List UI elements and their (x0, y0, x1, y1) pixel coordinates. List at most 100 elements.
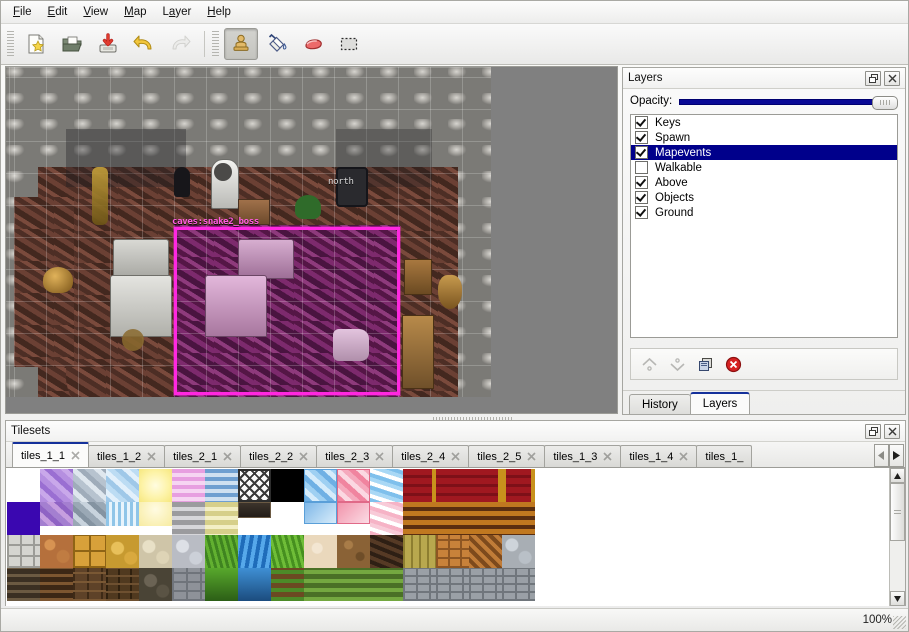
tileset-tab-tiles_2_3[interactable]: tiles_2_3 (316, 445, 394, 467)
close-icon[interactable] (147, 452, 156, 461)
tileset-tile[interactable] (172, 568, 205, 601)
tileset-tile[interactable] (370, 568, 403, 601)
tileset-tab-tiles_2_2[interactable]: tiles_2_2 (240, 445, 318, 467)
scrollbar-thumb[interactable] (890, 483, 905, 541)
open-map-button[interactable] (55, 28, 89, 60)
tileset-tile[interactable] (139, 469, 172, 502)
opacity-slider-thumb[interactable] (872, 95, 898, 110)
fill-tool-button[interactable] (260, 28, 294, 60)
tileset-tile[interactable] (370, 502, 403, 535)
tileset-vertical-scrollbar[interactable] (889, 468, 905, 606)
tileset-tile[interactable] (436, 535, 469, 568)
move-layer-down-button[interactable] (665, 353, 689, 375)
layer-visibility-checkbox[interactable] (635, 161, 648, 174)
layer-row-mapevents[interactable]: Mapevents (631, 145, 897, 160)
menu-help[interactable]: Help (207, 6, 231, 18)
tileset-tile[interactable] (502, 469, 535, 502)
tileset-tile-grid-area[interactable] (6, 468, 905, 606)
tileset-tile[interactable] (370, 535, 403, 568)
tileset-tile[interactable] (304, 535, 337, 568)
layer-row-above[interactable]: Above (631, 175, 897, 190)
tileset-tab-tiles_1_1[interactable]: tiles_1_1 (12, 442, 90, 467)
map-selection-rectangle[interactable] (174, 227, 400, 395)
tileset-tile[interactable] (205, 568, 238, 601)
layer-visibility-checkbox[interactable] (635, 176, 648, 189)
layer-row-keys[interactable]: Keys (631, 115, 897, 130)
layers-undock-button[interactable] (865, 70, 881, 86)
tileset-tile[interactable] (436, 568, 469, 601)
tileset-tile[interactable] (436, 502, 469, 535)
close-icon[interactable] (223, 452, 232, 461)
tileset-tile[interactable] (502, 568, 535, 601)
tileset-tab-tiles_1_5[interactable]: tiles_1_ (696, 445, 753, 467)
tileset-tile[interactable] (337, 502, 370, 524)
close-icon[interactable] (299, 452, 308, 461)
tileset-tile[interactable] (106, 502, 139, 526)
tileset-tile[interactable] (40, 535, 73, 568)
close-icon[interactable] (603, 452, 612, 461)
tileset-tab-tiles_1_4[interactable]: tiles_1_4 (620, 445, 698, 467)
tileset-tab-tiles_2_4[interactable]: tiles_2_4 (392, 445, 470, 467)
move-layer-up-button[interactable] (637, 353, 661, 375)
tileset-tile[interactable] (40, 502, 73, 526)
close-icon[interactable] (527, 452, 536, 461)
tileset-tile[interactable] (337, 469, 370, 502)
tileset-tab-tiles_2_1[interactable]: tiles_2_1 (164, 445, 242, 467)
tool-group-drag-handle[interactable] (212, 31, 219, 57)
tileset-tile[interactable] (73, 568, 106, 601)
tileset-tile[interactable] (139, 502, 172, 526)
tileset-tabs-scroll-left-button[interactable] (874, 444, 889, 467)
tileset-tile[interactable] (271, 568, 304, 601)
layer-visibility-checkbox[interactable] (635, 116, 648, 129)
tab-layers[interactable]: Layers (689, 392, 751, 414)
scroll-up-button[interactable] (890, 468, 905, 483)
map-view-dock[interactable]: caves:snake2_boss north (5, 66, 618, 414)
tileset-tile[interactable] (469, 502, 502, 535)
tileset-tile[interactable] (469, 469, 502, 502)
tileset-tile[interactable] (205, 535, 238, 568)
tileset-tile[interactable] (172, 535, 205, 568)
tileset-tile[interactable] (502, 535, 535, 568)
window-resize-grip[interactable] (893, 616, 906, 629)
close-icon[interactable] (451, 452, 460, 461)
delete-layer-button[interactable] (721, 353, 745, 375)
layer-row-objects[interactable]: Objects (631, 190, 897, 205)
tileset-tile[interactable] (304, 568, 337, 601)
tileset-tile[interactable] (337, 535, 370, 568)
save-map-button[interactable] (91, 28, 125, 60)
tileset-tile[interactable] (172, 502, 205, 535)
tileset-tile[interactable] (238, 502, 271, 518)
tileset-tile[interactable] (238, 568, 271, 601)
tileset-tile[interactable] (271, 469, 304, 502)
tileset-tile-grid[interactable] (7, 469, 535, 601)
tileset-tile[interactable] (139, 535, 172, 568)
close-icon[interactable] (71, 451, 80, 460)
layer-list[interactable]: Keys Spawn Mapevents Walkable Above Obje… (630, 114, 898, 338)
tileset-tile[interactable] (238, 469, 271, 502)
layer-row-spawn[interactable]: Spawn (631, 130, 897, 145)
tab-history[interactable]: History (629, 394, 691, 414)
tileset-tile[interactable] (469, 568, 502, 601)
menu-map[interactable]: Map (124, 6, 147, 18)
tileset-tile[interactable] (106, 535, 139, 568)
tileset-tile[interactable] (469, 535, 502, 568)
new-map-button[interactable] (19, 28, 53, 60)
toolbar-drag-handle[interactable] (7, 31, 14, 57)
tileset-tile[interactable] (502, 502, 535, 535)
tileset-tile[interactable] (403, 568, 436, 601)
tileset-tile[interactable] (271, 502, 304, 535)
tileset-tile[interactable] (139, 568, 172, 601)
tileset-tile[interactable] (7, 568, 40, 601)
tileset-tile[interactable] (238, 535, 271, 568)
scroll-down-button[interactable] (890, 591, 905, 606)
menu-view[interactable]: View (83, 6, 109, 18)
tilesets-undock-button[interactable] (865, 423, 881, 439)
close-icon[interactable] (375, 452, 384, 461)
select-tool-button[interactable] (332, 28, 366, 60)
menu-edit[interactable]: Edit (47, 6, 68, 18)
tileset-tile[interactable] (7, 502, 40, 535)
redo-button[interactable] (163, 28, 197, 60)
tileset-tile[interactable] (205, 469, 238, 502)
tileset-tile[interactable] (73, 502, 106, 526)
tileset-tab-tiles_1_3[interactable]: tiles_1_3 (544, 445, 622, 467)
